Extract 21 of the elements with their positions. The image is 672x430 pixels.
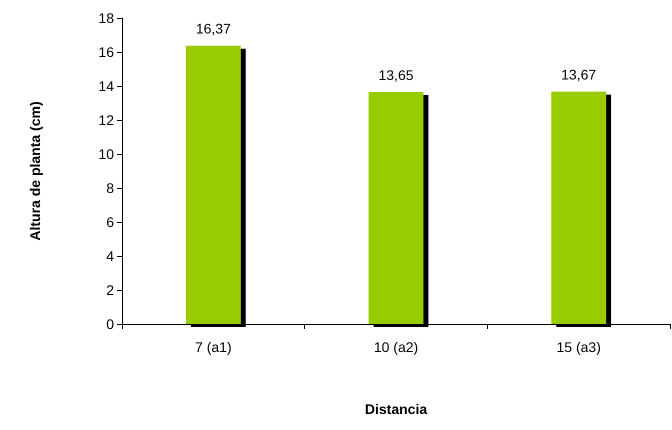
y-tick-label: 6 bbox=[106, 214, 114, 230]
data-label: 13,65 bbox=[378, 66, 414, 83]
y-axis-title: Altura de planta (cm) bbox=[27, 101, 43, 241]
y-tick-label: 10 bbox=[98, 146, 114, 162]
x-tick-label: 10 (a2) bbox=[374, 339, 418, 355]
y-tick-label: 8 bbox=[106, 180, 114, 196]
data-label: 16,37 bbox=[196, 20, 232, 37]
bar bbox=[368, 92, 424, 324]
y-tick-label: 4 bbox=[106, 248, 114, 264]
y-tick-label: 14 bbox=[98, 78, 114, 94]
y-tick-label: 18 bbox=[98, 10, 114, 26]
y-tick-label: 2 bbox=[106, 282, 114, 298]
y-tick-label: 0 bbox=[106, 316, 114, 332]
y-tick-label: 16 bbox=[98, 44, 114, 60]
bar bbox=[186, 46, 241, 324]
data-label: 13,67 bbox=[561, 66, 596, 83]
x-tick-label: 15 (a3) bbox=[556, 339, 601, 355]
x-axis-title: Distancia bbox=[364, 401, 428, 417]
y-tick-label: 12 bbox=[98, 112, 114, 128]
bar bbox=[551, 92, 606, 324]
x-tick-label: 7 (a1) bbox=[195, 339, 232, 355]
